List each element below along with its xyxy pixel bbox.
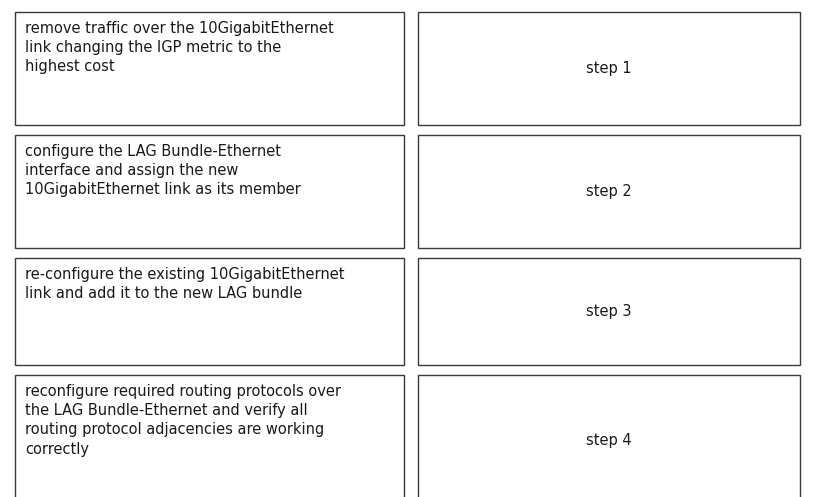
Text: step 4: step 4 xyxy=(586,432,632,447)
Bar xyxy=(15,258,403,365)
Bar xyxy=(15,375,403,497)
Bar xyxy=(418,135,800,248)
Text: configure the LAG Bundle-Ethernet
interface and assign the new
10GigabitEthernet: configure the LAG Bundle-Ethernet interf… xyxy=(25,144,301,197)
Text: step 2: step 2 xyxy=(586,184,632,199)
Text: step 3: step 3 xyxy=(586,304,632,319)
Bar xyxy=(15,135,403,248)
Text: re-configure the existing 10GigabitEthernet
link and add it to the new LAG bundl: re-configure the existing 10GigabitEther… xyxy=(25,267,345,301)
Text: reconfigure required routing protocols over
the LAG Bundle-Ethernet and verify a: reconfigure required routing protocols o… xyxy=(25,384,341,457)
Text: remove traffic over the 10GigabitEthernet
link changing the IGP metric to the
hi: remove traffic over the 10GigabitEtherne… xyxy=(25,21,334,75)
Bar xyxy=(15,12,403,125)
Bar xyxy=(418,12,800,125)
Text: step 1: step 1 xyxy=(586,61,632,76)
Bar xyxy=(418,258,800,365)
Bar xyxy=(418,375,800,497)
